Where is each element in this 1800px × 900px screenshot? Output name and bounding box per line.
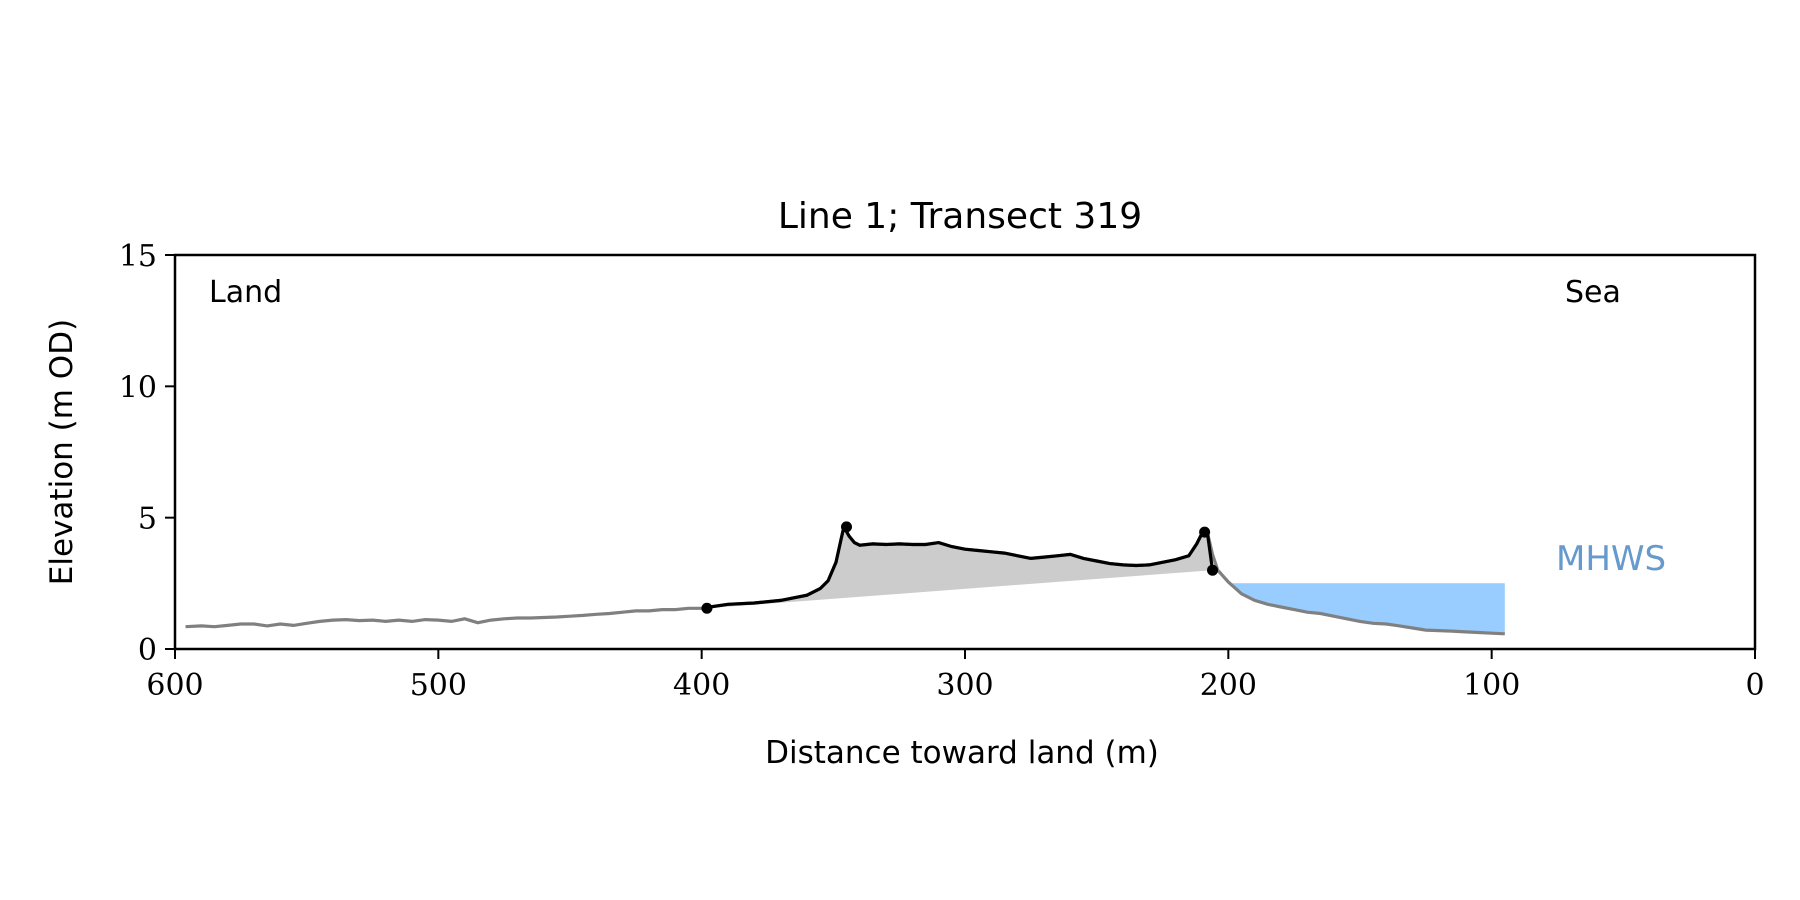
x-axis-label: Distance toward land (m)	[765, 735, 1159, 771]
mhws-water-fill	[1228, 582, 1505, 634]
dune-start-marker	[701, 602, 713, 614]
x-tick-label: 100	[1463, 668, 1520, 703]
chart-title: Line 1; Transect 319	[778, 196, 1142, 237]
dune-volume-fill	[706, 526, 1213, 609]
x-tick-label: 500	[410, 668, 467, 703]
dune-crest-marker	[841, 521, 852, 533]
dune-secondary-crest-marker	[1199, 526, 1211, 538]
mhws-annotation: MHWS	[1556, 539, 1666, 579]
axes-frame	[173, 253, 1757, 651]
y-tick-label: 10	[119, 370, 157, 405]
y-axis-label: Elevation (m OD)	[44, 319, 80, 585]
dune-toe-marker	[1207, 564, 1219, 576]
y-tick-label: 0	[138, 633, 157, 668]
y-tick-label: 15	[119, 239, 157, 274]
dune-line-series	[706, 522, 1215, 610]
x-tick-label: 600	[146, 668, 203, 703]
plot-area	[185, 521, 1505, 636]
x-tick-label: 200	[1200, 668, 1257, 703]
x-tick-label: 0	[1745, 668, 1764, 703]
land-annotation: Land	[209, 275, 282, 310]
sea-annotation: Sea	[1565, 275, 1621, 310]
x-tick-label: 400	[673, 668, 730, 703]
dune-markers	[701, 521, 1219, 614]
x-axis-ticks: 600 500 400 300 200 100 0	[146, 649, 1765, 703]
y-tick-label: 5	[138, 502, 157, 537]
x-tick-label: 300	[936, 668, 993, 703]
y-axis-ticks: 0 5 10 15	[119, 239, 175, 668]
